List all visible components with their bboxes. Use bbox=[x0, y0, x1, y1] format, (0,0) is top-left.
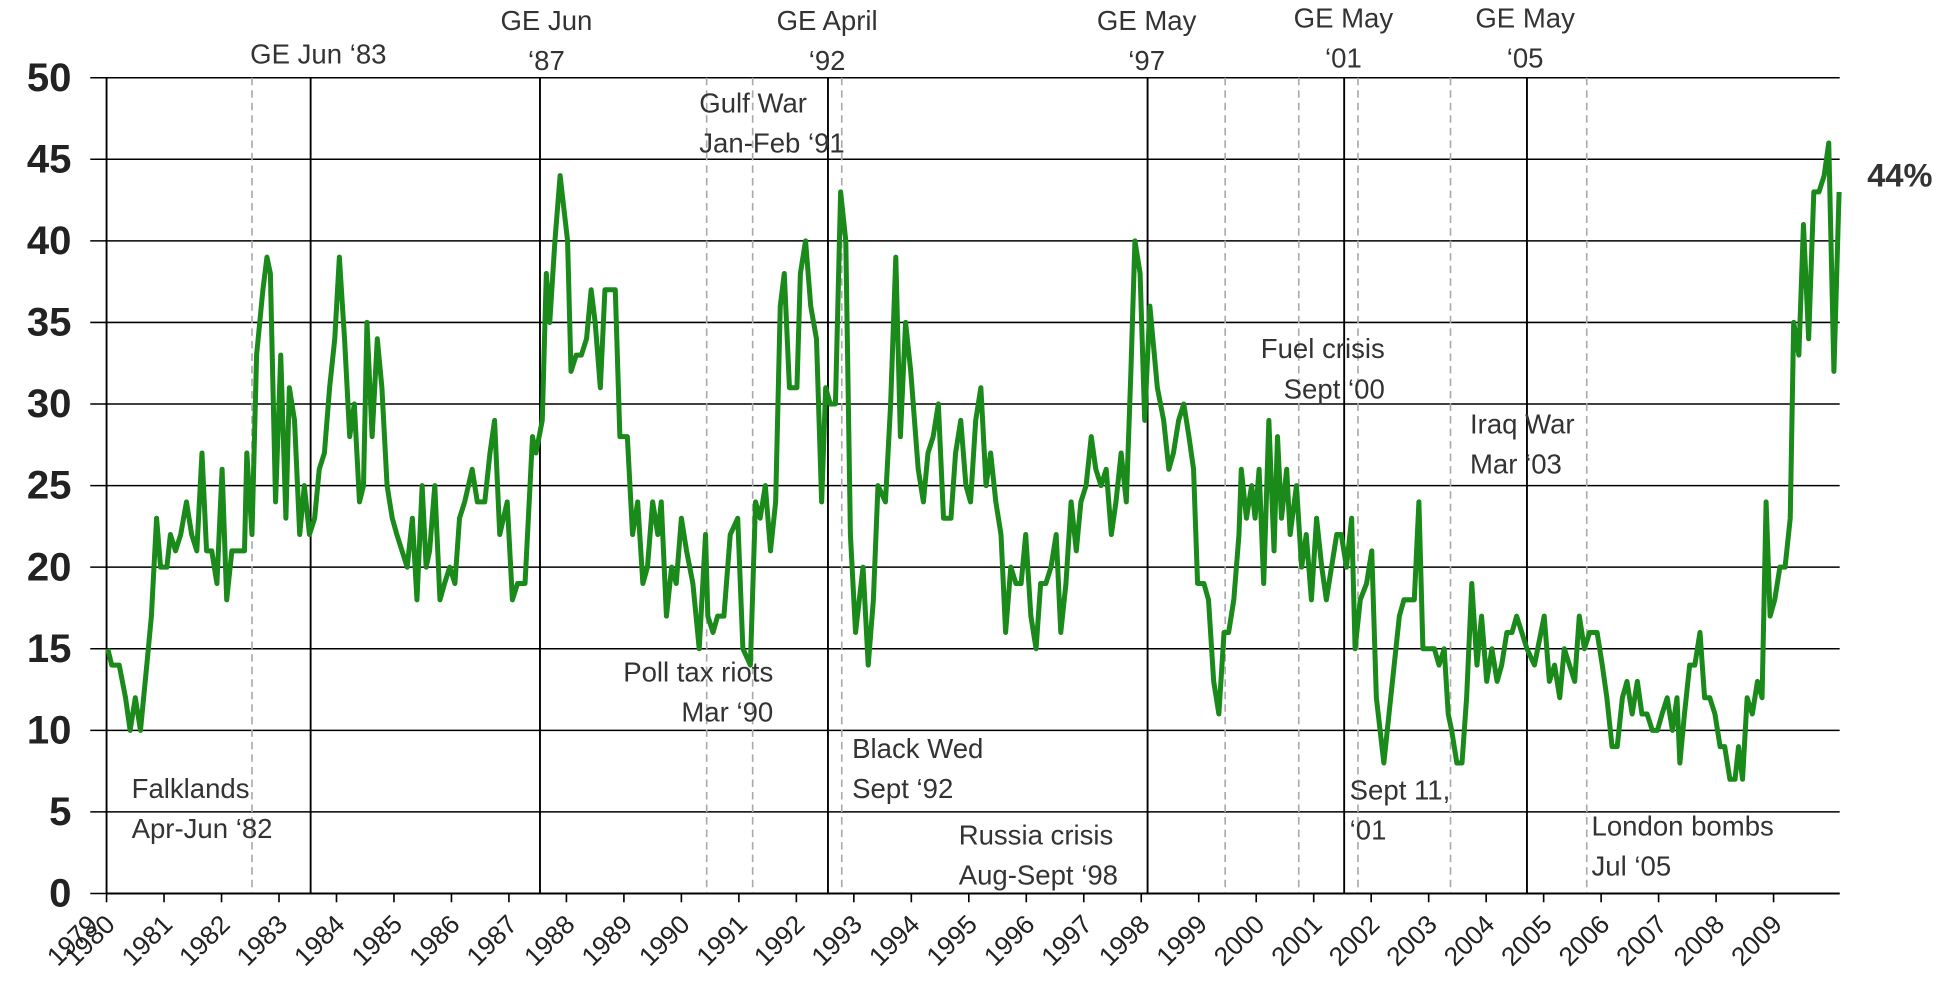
annotation: GE Jun bbox=[500, 5, 592, 36]
x-tick-label: 1998 bbox=[1093, 909, 1156, 972]
x-tick-label: 2001 bbox=[1265, 909, 1328, 972]
x-tick-label: 2005 bbox=[1495, 909, 1558, 972]
x-tick-label: 1993 bbox=[805, 909, 868, 972]
annotation: Falklands bbox=[132, 773, 250, 804]
x-tick-label: 1992 bbox=[748, 909, 811, 972]
annotation: Gulf War bbox=[699, 88, 807, 119]
annotation: GE May bbox=[1294, 2, 1394, 33]
x-tick-label: 1994 bbox=[863, 909, 926, 972]
x-tick-label: 1986 bbox=[403, 909, 466, 972]
annotation: Poll tax riots bbox=[623, 656, 773, 687]
data-line bbox=[105, 140, 1842, 782]
x-tick-label: 2006 bbox=[1553, 909, 1616, 972]
end-label: 44% bbox=[1867, 158, 1932, 194]
x-tick-label: 1987 bbox=[461, 909, 524, 972]
x-tick-label: 1991 bbox=[690, 909, 753, 972]
x-tick-label: 1996 bbox=[978, 909, 1041, 972]
annotation: Jul ‘05 bbox=[1592, 851, 1672, 882]
annotation: Mar ‘03 bbox=[1470, 448, 1562, 479]
x-tick-label: 1981 bbox=[116, 909, 179, 972]
annotation: London bombs bbox=[1592, 811, 1774, 842]
annotation: Mar ‘90 bbox=[681, 697, 773, 728]
annotation: Fuel crisis bbox=[1261, 333, 1385, 364]
x-tick-label: 1984 bbox=[288, 909, 351, 972]
y-tick-label: 30 bbox=[27, 382, 72, 426]
y-tick-label: 15 bbox=[27, 627, 72, 671]
annotation: ‘01 bbox=[1325, 42, 1362, 73]
x-tick-label: 2007 bbox=[1610, 909, 1673, 972]
x-tick-label: 2002 bbox=[1323, 909, 1386, 972]
annotation: Jan-Feb ‘91 bbox=[699, 128, 844, 159]
x-tick-label: 2003 bbox=[1380, 909, 1443, 972]
x-tick-label: 1989 bbox=[575, 909, 638, 972]
x-tick-label: 1995 bbox=[920, 909, 983, 972]
y-tick-label: 50 bbox=[27, 56, 72, 100]
annotation: ‘92 bbox=[809, 45, 846, 76]
y-tick-label: 10 bbox=[27, 708, 72, 752]
annotation: Iraq War bbox=[1470, 408, 1575, 439]
x-tick-label: 1985 bbox=[346, 909, 409, 972]
y-tick-label: 25 bbox=[27, 464, 72, 508]
y-tick-label: 5 bbox=[49, 790, 71, 834]
x-tick-label: 2000 bbox=[1208, 909, 1271, 972]
x-tick-label: 1997 bbox=[1035, 909, 1098, 972]
x-tick-label: 1982 bbox=[173, 909, 236, 972]
x-tick-label: 2004 bbox=[1438, 909, 1501, 972]
annotation: Aug-Sept ‘98 bbox=[959, 859, 1118, 890]
annotation: Apr-Jun ‘82 bbox=[132, 813, 273, 844]
annotation: GE April bbox=[777, 5, 878, 36]
annotation: ‘87 bbox=[528, 45, 565, 76]
x-tick-label: 1988 bbox=[518, 909, 581, 972]
x-tick-label: 1999 bbox=[1150, 909, 1213, 972]
y-tick-label: 0 bbox=[49, 872, 71, 916]
annotation: Sept ‘92 bbox=[852, 773, 953, 804]
y-tick-label: 35 bbox=[27, 301, 72, 345]
annotation: ‘97 bbox=[1128, 45, 1165, 76]
x-tick-label: 2008 bbox=[1668, 909, 1731, 972]
annotation: ‘05 bbox=[1507, 42, 1544, 73]
y-tick-label: 45 bbox=[27, 137, 72, 181]
annotation: ‘01 bbox=[1350, 814, 1387, 845]
annotation: Russia crisis bbox=[959, 819, 1114, 850]
annotation: Sept 11, bbox=[1350, 774, 1451, 805]
annotation: GE Jun ‘83 bbox=[250, 39, 386, 70]
x-tick-label: 1983 bbox=[231, 909, 294, 972]
annotation: Black Wed bbox=[852, 733, 983, 764]
y-tick-label: 20 bbox=[27, 545, 72, 589]
annotation: GE May bbox=[1097, 5, 1197, 36]
y-tick-label: 40 bbox=[27, 219, 72, 263]
annotation: GE May bbox=[1475, 2, 1575, 33]
x-tick-label: 2009 bbox=[1725, 909, 1788, 972]
x-tick-label: 1990 bbox=[633, 909, 696, 972]
annotation: Sept ‘00 bbox=[1284, 373, 1385, 404]
